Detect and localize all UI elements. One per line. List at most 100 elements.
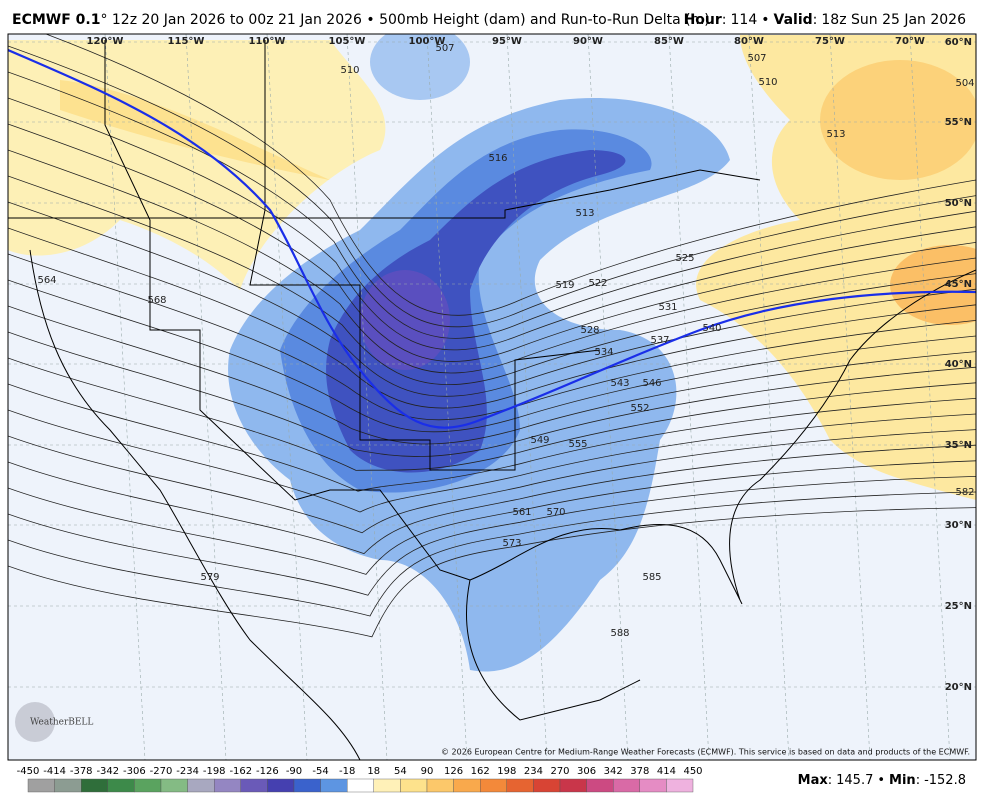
- longitude-label: 110°W: [249, 36, 286, 47]
- latitude-label: 45°N: [945, 279, 972, 290]
- color-cell: [347, 778, 375, 793]
- dot: •: [877, 773, 885, 788]
- hour-label: Hour: [684, 12, 722, 28]
- contour: [8, 175, 976, 385]
- colorbar-label: 270: [550, 766, 569, 777]
- contour-label: 504: [955, 78, 974, 89]
- contour-label: 570: [546, 507, 565, 518]
- colorbar-label: 342: [604, 766, 623, 777]
- latitude-label: 55°N: [945, 117, 972, 128]
- contour-label: 516: [488, 153, 507, 164]
- meridian: [266, 34, 308, 760]
- colorbar-label: 450: [683, 766, 702, 777]
- longitude-label: 100°W: [409, 36, 446, 47]
- height-contours: [8, 34, 976, 638]
- color-cell: [27, 778, 55, 793]
- color-cell: [267, 778, 295, 793]
- color-cell: [400, 778, 428, 793]
- color-cell: [506, 778, 534, 793]
- latitude-label: 60°N: [945, 37, 972, 48]
- meridian: [748, 34, 790, 760]
- valid-label: Valid: [774, 12, 813, 28]
- color-cell: [293, 778, 321, 793]
- min-value: -152.8: [924, 773, 966, 788]
- longitude-label: 80°W: [734, 36, 764, 47]
- negative-anomaly: [370, 34, 470, 100]
- colorbar-label: -234: [176, 766, 199, 777]
- colorbar-label: -162: [229, 766, 252, 777]
- coastline: [469, 269, 976, 605]
- colorbar-label: -378: [70, 766, 93, 777]
- color-cell: [160, 778, 188, 793]
- contour: [8, 409, 976, 513]
- contour-label: 564: [37, 275, 56, 286]
- positive-anomaly: [890, 245, 976, 325]
- sep: :: [813, 12, 818, 28]
- meridian: [587, 34, 629, 760]
- contour: [8, 476, 976, 596]
- positive-anomaly: [820, 60, 976, 180]
- contour-label: 513: [826, 129, 845, 140]
- contour-label: 573: [502, 538, 521, 549]
- contour-label: 510: [758, 77, 777, 88]
- color-cell: [213, 778, 241, 793]
- contour: [8, 305, 976, 445]
- latitude-label: 30°N: [945, 520, 972, 531]
- contour-label: 540: [702, 323, 721, 334]
- dot: •: [761, 12, 769, 28]
- longitude-label: 85°W: [654, 36, 684, 47]
- 540-dam-line: [8, 48, 976, 429]
- contour-label: 561: [512, 507, 531, 518]
- contour-label: 582: [955, 487, 974, 498]
- colorbar: -450 -414 -378 -342 -306 -270 -234 -198 -162 -126…: [17, 766, 703, 793]
- colorbar-label: 234: [524, 766, 543, 777]
- sep: :: [916, 773, 920, 788]
- colorbar-label: -414: [43, 766, 66, 777]
- color-cell: [639, 778, 667, 793]
- contour-label: 555: [568, 439, 587, 450]
- meridian: [185, 34, 227, 760]
- graticule: [8, 34, 976, 760]
- color-cell: [134, 778, 162, 793]
- model-name: ECMWF 0.1: [12, 12, 100, 28]
- sep: :: [828, 773, 832, 788]
- meridian: [346, 34, 388, 760]
- contour: [8, 279, 976, 433]
- contour-label: 525: [675, 253, 694, 264]
- negative-anomaly: [326, 150, 626, 473]
- colorbar-label: -198: [203, 766, 226, 777]
- stats: Max: 145.7 • Min: -152.8: [798, 773, 966, 788]
- contour: [8, 97, 976, 351]
- colorbar-label: -126: [256, 766, 279, 777]
- min-label: Min: [889, 773, 916, 788]
- colorbar-label: 162: [471, 766, 490, 777]
- contour: [8, 444, 976, 555]
- colorbar-label: -342: [96, 766, 119, 777]
- contour: [8, 201, 976, 397]
- contour: [8, 227, 976, 409]
- longitude-label: 95°W: [492, 36, 522, 47]
- contour-label: 507: [435, 43, 454, 54]
- map-frame: [7, 33, 977, 761]
- longitude-label: 90°W: [573, 36, 603, 47]
- copyright: © 2026 European Centre for Medium-Range …: [441, 748, 970, 757]
- colorbar-label: -54: [312, 766, 328, 777]
- contour: [8, 491, 976, 617]
- colorbar-label: 54: [394, 766, 407, 777]
- longitude-label: 70°W: [895, 36, 925, 47]
- color-cell: [480, 778, 508, 793]
- contour-label: 537: [650, 335, 669, 346]
- meridian: [506, 34, 548, 760]
- colorbar-label: 18: [367, 766, 380, 777]
- contour-label: 519: [555, 280, 574, 291]
- coastline: [29, 249, 361, 760]
- coastline: [466, 579, 641, 721]
- contour: [8, 507, 976, 638]
- colorbar-label: -450: [17, 766, 40, 777]
- contour: [8, 460, 976, 575]
- color-cell: [666, 778, 694, 793]
- longitude-label: 120°W: [87, 36, 124, 47]
- contour-label: 543: [610, 378, 629, 389]
